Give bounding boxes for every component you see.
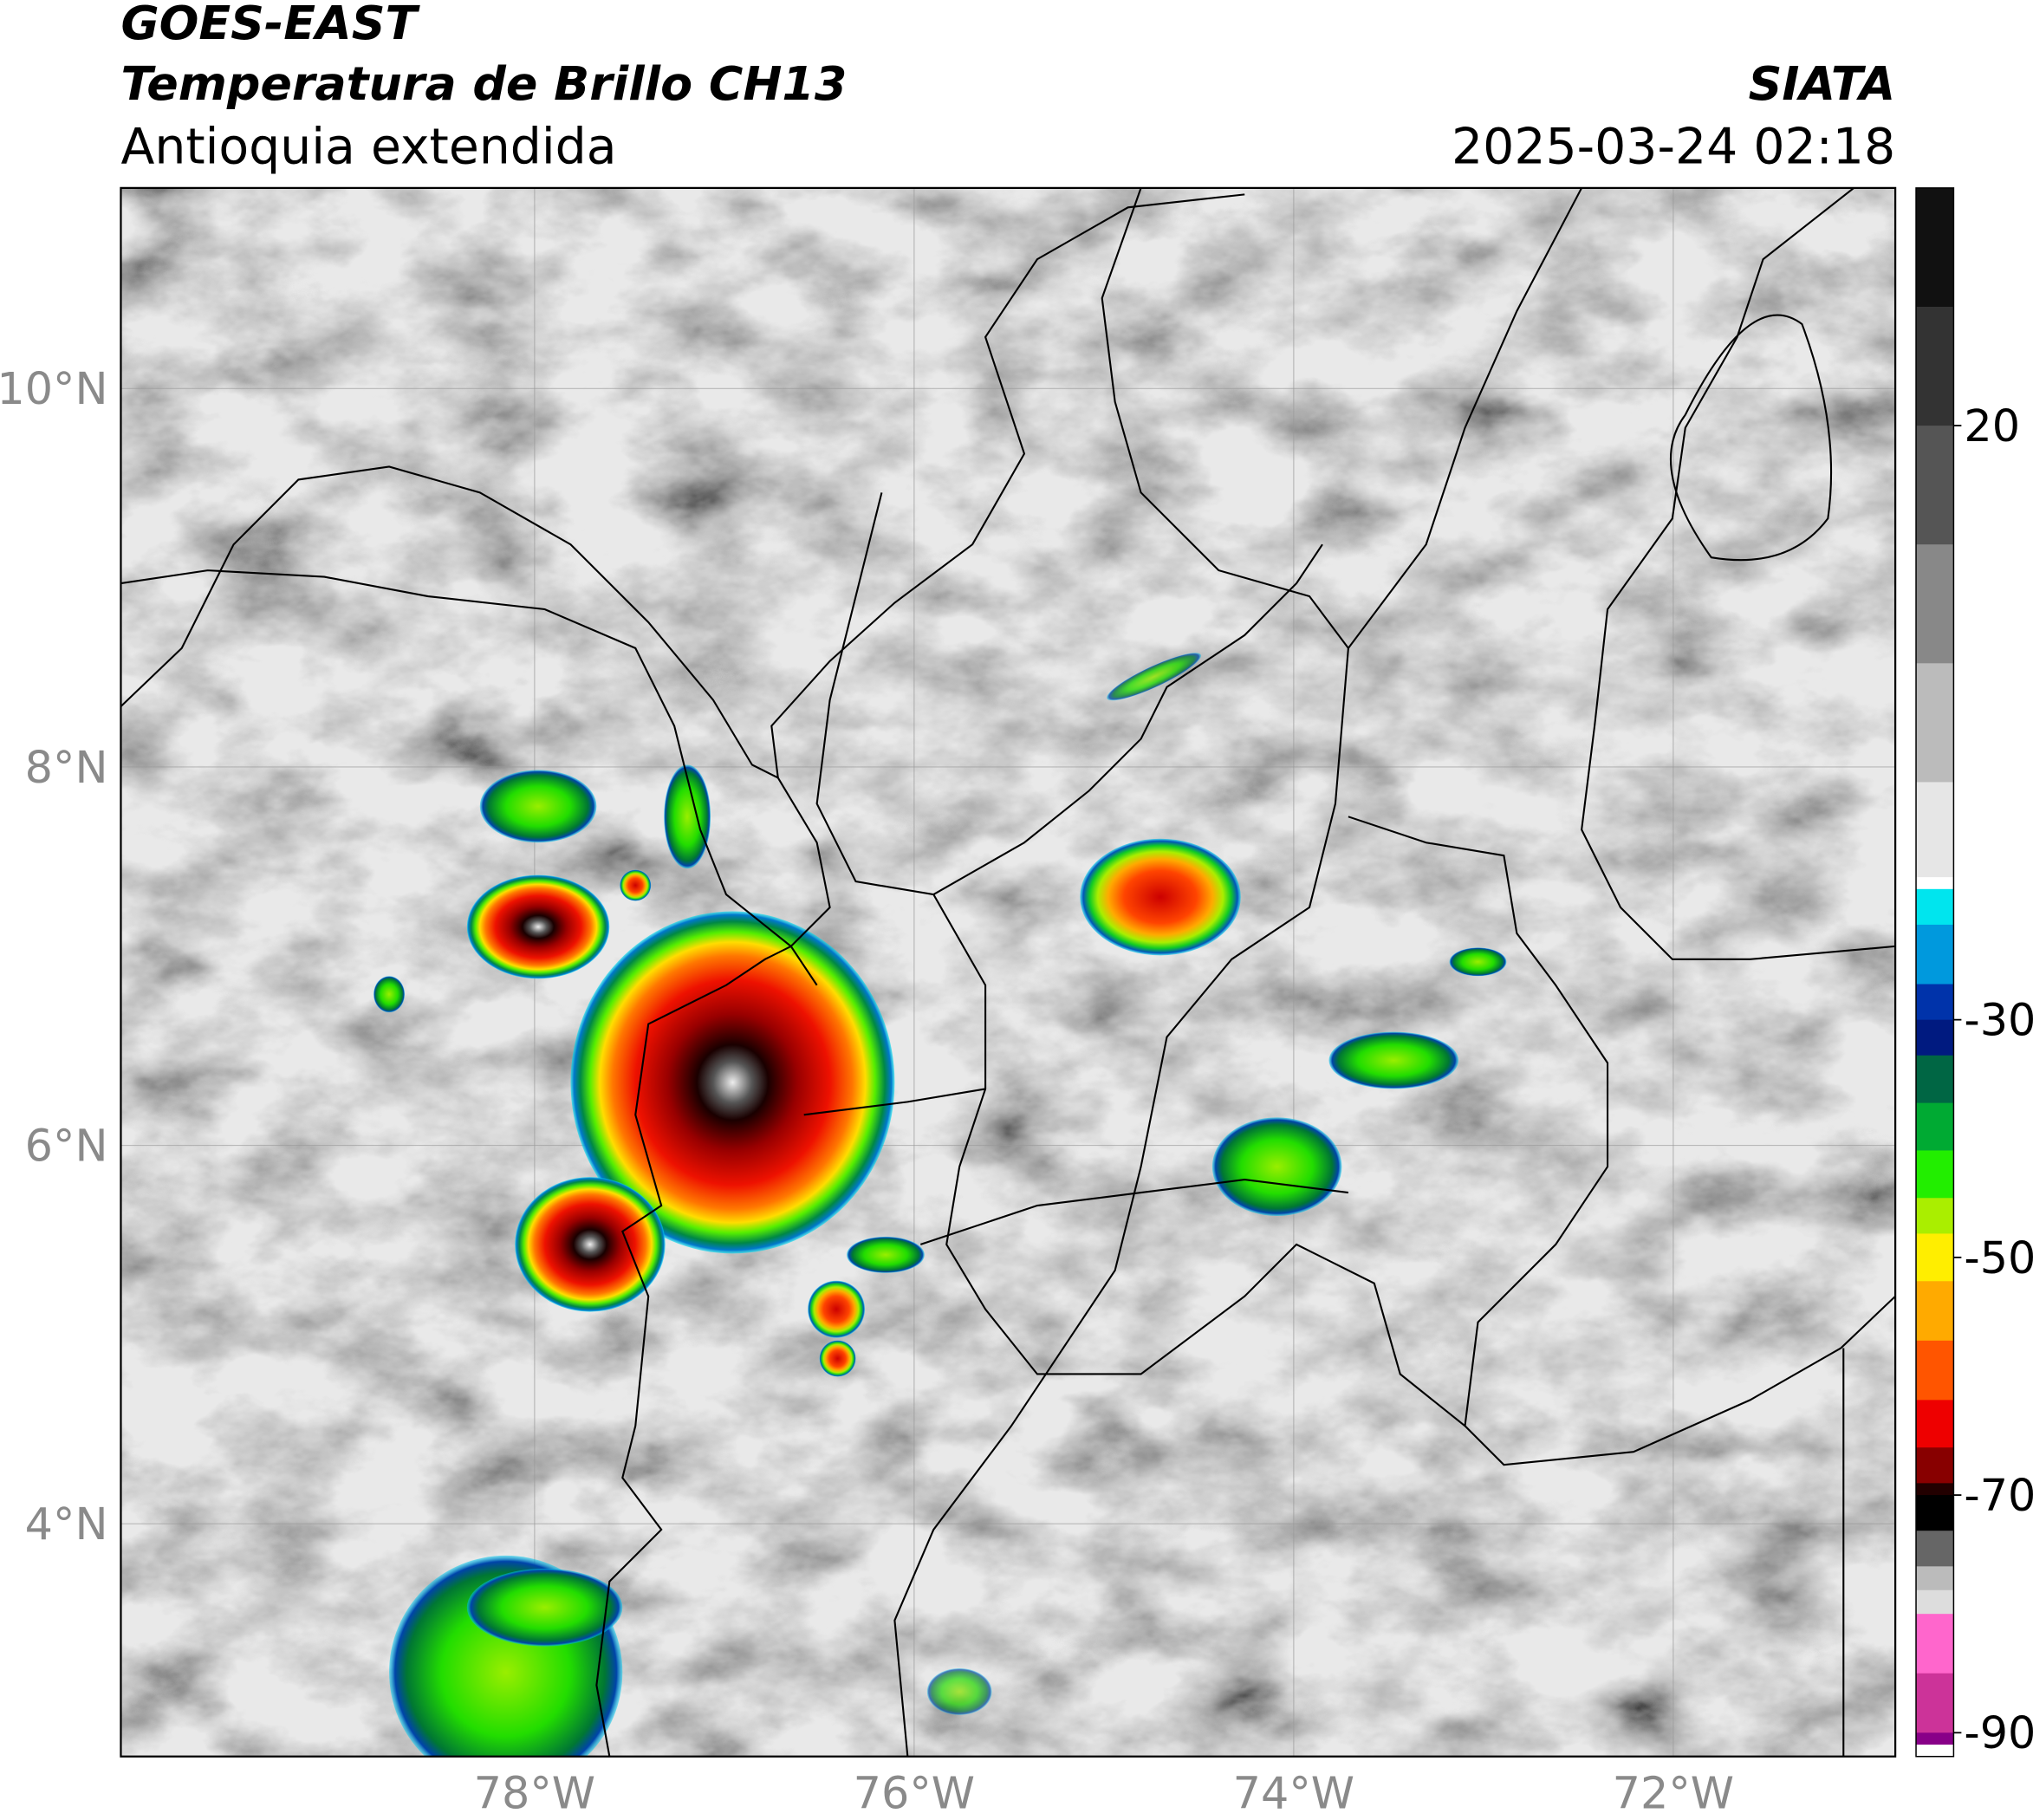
colorbar-segment (1916, 1340, 1954, 1401)
coastline (120, 193, 1245, 780)
coastline (1669, 314, 1833, 562)
lon-tick-label: 78°W (474, 1768, 595, 1819)
storm (570, 911, 895, 1254)
storm (479, 770, 597, 843)
borders (120, 187, 1896, 1757)
colorbar-segment (1916, 1589, 1954, 1615)
subtitle: Antioquia extendida (120, 118, 616, 175)
storm (808, 1280, 865, 1338)
lon-tick-label: 76°W (854, 1768, 975, 1819)
storm (466, 874, 610, 979)
colorbar-segment (1916, 1233, 1954, 1283)
datetime: 2025-03-24 02:18 (1452, 118, 1895, 175)
colorbar-segment (1916, 306, 1954, 426)
border (1101, 187, 1349, 649)
colorbar-segment (1916, 1447, 1954, 1485)
colorbar-segment (1916, 782, 1954, 878)
colorbar-segment (1916, 1055, 1954, 1104)
coastline (595, 777, 831, 1757)
storms (373, 653, 1507, 1757)
border (1581, 187, 1896, 960)
border (893, 187, 1583, 1757)
colorbar-segment (1916, 1400, 1954, 1448)
colorbar-segment (1916, 1673, 1954, 1734)
storm (664, 764, 711, 869)
storm (1080, 838, 1241, 956)
colorbar-tick-label: -70 (1964, 1470, 2033, 1521)
colorbar: 20 -30 -50 -70 -90 (1916, 187, 2033, 1758)
colorbar-tick-label: 20 (1964, 400, 2020, 452)
colorbar-segment (1916, 1150, 1954, 1199)
lat-tick-label: 8°N (25, 742, 108, 793)
lat-tick-label: 4°N (25, 1498, 108, 1550)
storm (620, 869, 652, 901)
colorbar-segment (1916, 663, 1954, 783)
map-frame (120, 186, 1897, 1758)
colorbar-segment (1916, 1566, 1954, 1591)
colorbar-segment (1916, 1531, 1954, 1568)
lat-tick-label: 10°N (0, 363, 107, 414)
colorbar-segment (1916, 924, 1954, 985)
storm (1449, 947, 1507, 977)
colorbar-frame (1915, 187, 1955, 1758)
grid (120, 187, 1896, 1757)
coastline (120, 569, 818, 986)
colorbar-tick-label: -30 (1964, 995, 2033, 1046)
title: Temperatura de Brillo CH13 (120, 56, 847, 111)
storm (819, 1340, 856, 1377)
storm (515, 1177, 666, 1312)
title: GOES-EAST (120, 0, 420, 50)
colorbar-segment (1916, 544, 1954, 665)
colorbar-segment (1916, 984, 1954, 1021)
storm (1328, 1031, 1459, 1089)
colorbar-segment (1916, 1102, 1954, 1152)
border (1348, 816, 1896, 1466)
cloud-texture (120, 187, 1896, 1757)
colorbar-segment (1916, 1732, 1954, 1745)
lon-tick-label: 72°W (1613, 1768, 1734, 1819)
colorbar-segment (1916, 1019, 1954, 1056)
border (803, 1088, 1349, 1245)
colorbar-segment (1916, 1281, 1954, 1342)
colorbar-tick-label: -50 (1964, 1232, 2033, 1284)
storm (1211, 1117, 1342, 1216)
colorbar-segment (1916, 187, 1954, 308)
border (932, 543, 1323, 895)
storm (466, 1568, 623, 1647)
border (815, 492, 1466, 1427)
storm (373, 976, 406, 1013)
lon-tick-label: 74°W (1233, 1768, 1354, 1819)
map (120, 187, 1896, 1757)
lat-tick-label: 6°N (25, 1121, 108, 1172)
colorbar-segment (1916, 888, 1954, 926)
colorbar-segment (1916, 1614, 1954, 1674)
storm (847, 1236, 925, 1273)
colorbar-segment (1916, 1198, 1954, 1235)
storm (1107, 653, 1202, 701)
colorbar-segment (1916, 877, 1954, 890)
agency: SIATA (1749, 56, 1896, 111)
colorbar-segment (1916, 1744, 1954, 1758)
storm (926, 1668, 992, 1715)
colorbar-segment (1916, 426, 1954, 545)
colorbar-segment (1916, 1495, 1954, 1531)
colorbar-tick-label: -90 (1964, 1707, 2033, 1758)
colorbar-segment (1916, 1483, 1954, 1496)
